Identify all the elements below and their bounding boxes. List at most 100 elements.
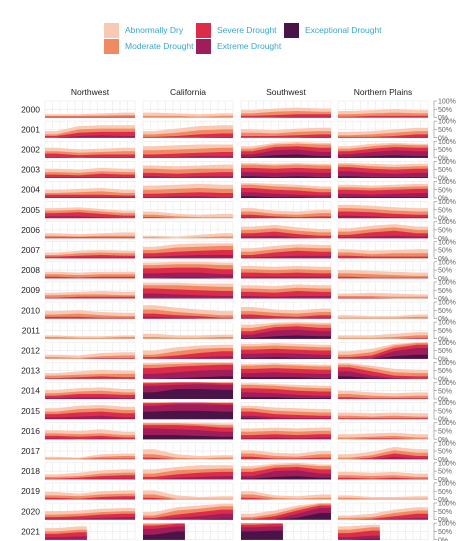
area-california-2010-extreme-drought	[143, 316, 233, 319]
legend-swatch-extreme-drought	[196, 38, 211, 54]
y-tick-label-2014-1: 50%	[438, 388, 452, 395]
area-northern-plains-2001-severe-drought	[338, 134, 428, 138]
area-northern-plains-2005-extreme-drought	[338, 215, 428, 219]
legend-swatch-moderate-drought	[104, 38, 119, 54]
area-northwest-2003-extreme-drought	[45, 177, 135, 178]
y-tick-label-2013-1: 50%	[438, 368, 452, 375]
area-northwest-2010-severe-drought	[45, 316, 135, 319]
y-tick-label-2011-1: 50%	[438, 328, 452, 335]
area-california-2006-moderate-drought	[143, 236, 233, 239]
y-tick-label-2018-2: 100%	[438, 460, 456, 467]
area-california-2008-exceptional-drought	[143, 277, 233, 279]
region-header-california: California	[170, 87, 206, 97]
area-southwest-2001-severe-drought	[241, 134, 331, 138]
area-california-2020-extreme-drought	[143, 513, 233, 520]
y-tick-label-2017-1: 50%	[438, 449, 452, 456]
area-northern-plains-2013-exceptional-drought	[338, 376, 428, 379]
area-southwest-2010-severe-drought	[241, 314, 331, 319]
legend-item-moderate-drought: Moderate Drought	[104, 38, 194, 54]
y-tick-label-2012-1: 50%	[438, 348, 452, 355]
y-tick-label-2008-2: 100%	[438, 259, 456, 266]
area-california-2017-severe-drought	[143, 457, 233, 460]
legend-swatch-severe-drought	[196, 22, 211, 38]
legend-label-exceptional-drought: Exceptional Drought	[305, 25, 382, 35]
area-southwest-2007-extreme-drought	[241, 255, 331, 259]
year-label-2015: 2015	[21, 406, 40, 416]
area-southwest-2008-extreme-drought	[241, 276, 331, 279]
y-tick-label-2019-2: 100%	[438, 481, 456, 488]
year-label-2014: 2014	[21, 386, 40, 396]
area-california-2007-extreme-drought	[143, 255, 233, 259]
area-northwest-2009-severe-drought	[45, 296, 135, 299]
y-tick-label-2020-2: 100%	[438, 501, 456, 508]
area-northwest-2007-extreme-drought	[45, 257, 135, 259]
area-southwest-2005-severe-drought	[241, 214, 331, 219]
y-tick-label-2015-0: 0%	[438, 417, 448, 424]
y-tick-label-2003-0: 0%	[438, 176, 448, 183]
area-northern-plains-2006-extreme-drought	[338, 235, 428, 239]
y-tick-label-2006-0: 0%	[438, 236, 448, 243]
y-tick-label-2017-2: 100%	[438, 440, 456, 447]
area-southwest-2000-severe-drought	[241, 114, 331, 118]
area-california-2016-exceptional-drought	[143, 435, 233, 440]
y-tick-label-2002-1: 50%	[438, 147, 452, 154]
area-northern-plains-2019-moderate-drought	[338, 497, 428, 500]
year-label-2011: 2011	[22, 325, 41, 335]
area-northern-plains-2010-moderate-drought	[338, 316, 428, 319]
area-california-2021-exceptional-drought	[143, 531, 185, 540]
year-label-2021: 2021	[21, 526, 40, 536]
area-california-2002-extreme-drought	[143, 156, 233, 158]
y-tick-label-2005-1: 50%	[438, 207, 452, 214]
area-northern-plains-2011-moderate-drought	[338, 335, 428, 339]
area-southwest-2021-exceptional-drought	[241, 530, 283, 540]
area-northwest-2011-moderate-drought	[45, 337, 135, 339]
area-northwest-2005-extreme-drought	[45, 216, 135, 219]
year-label-2005: 2005	[21, 205, 40, 215]
area-northwest-2006-severe-drought	[45, 237, 135, 239]
area-california-2006-abnormally-dry	[143, 233, 233, 239]
area-northwest-2014-extreme-drought	[45, 397, 135, 399]
area-southwest-2017-severe-drought	[241, 456, 331, 460]
y-tick-label-2015-2: 100%	[438, 400, 456, 407]
y-tick-label-2021-2: 100%	[438, 521, 456, 528]
y-tick-label-2011-0: 0%	[438, 336, 448, 343]
area-northwest-2016-severe-drought	[45, 435, 135, 440]
year-label-2001: 2001	[21, 124, 40, 134]
y-tick-label-2021-1: 50%	[438, 529, 452, 536]
y-tick-label-2002-0: 0%	[438, 155, 448, 162]
area-northwest-2019-extreme-drought	[45, 498, 135, 500]
y-tick-label-2010-0: 0%	[438, 316, 448, 323]
area-southwest-2000-extreme-drought	[241, 116, 331, 118]
region-header-northern-plains: Northern Plains	[354, 87, 413, 97]
y-tick-label-2000-0: 0%	[438, 115, 448, 122]
y-tick-label-2015-1: 50%	[438, 408, 452, 415]
y-tick-label-2004-2: 100%	[438, 179, 456, 186]
area-northwest-2003-severe-drought	[45, 173, 135, 178]
area-northern-plains-2012-exceptional-drought	[338, 354, 428, 359]
year-label-2012: 2012	[21, 346, 40, 356]
y-tick-label-2012-2: 100%	[438, 340, 456, 347]
legend-label-abnormally-dry: Abnormally Dry	[125, 25, 184, 35]
area-northwest-2004-extreme-drought	[45, 197, 135, 198]
y-tick-label-2010-2: 100%	[438, 300, 456, 307]
area-california-2003-extreme-drought	[143, 176, 233, 178]
area-northern-plains-2017-extreme-drought	[338, 456, 428, 460]
area-southwest-2016-extreme-drought	[241, 437, 331, 440]
area-northern-plains-2011-severe-drought	[338, 337, 428, 339]
area-northern-plains-2007-severe-drought	[338, 255, 428, 259]
y-tick-label-2019-1: 50%	[438, 489, 452, 496]
area-southwest-2019-severe-drought	[241, 497, 331, 500]
year-label-2016: 2016	[21, 426, 40, 436]
area-northwest-2002-extreme-drought	[45, 157, 135, 158]
year-label-2017: 2017	[21, 446, 40, 456]
area-california-2017-moderate-drought	[143, 454, 233, 460]
area-california-2018-extreme-drought	[143, 476, 233, 480]
y-tick-label-2006-2: 100%	[438, 219, 456, 226]
y-tick-label-2016-2: 100%	[438, 420, 456, 427]
area-southwest-2010-extreme-drought	[241, 317, 331, 319]
region-header-southwest: Southwest	[266, 87, 306, 97]
legend-item-severe-drought: Severe Drought	[196, 22, 277, 38]
y-tick-label-2018-0: 0%	[438, 477, 448, 484]
y-tick-label-2021-0: 0%	[438, 537, 448, 541]
